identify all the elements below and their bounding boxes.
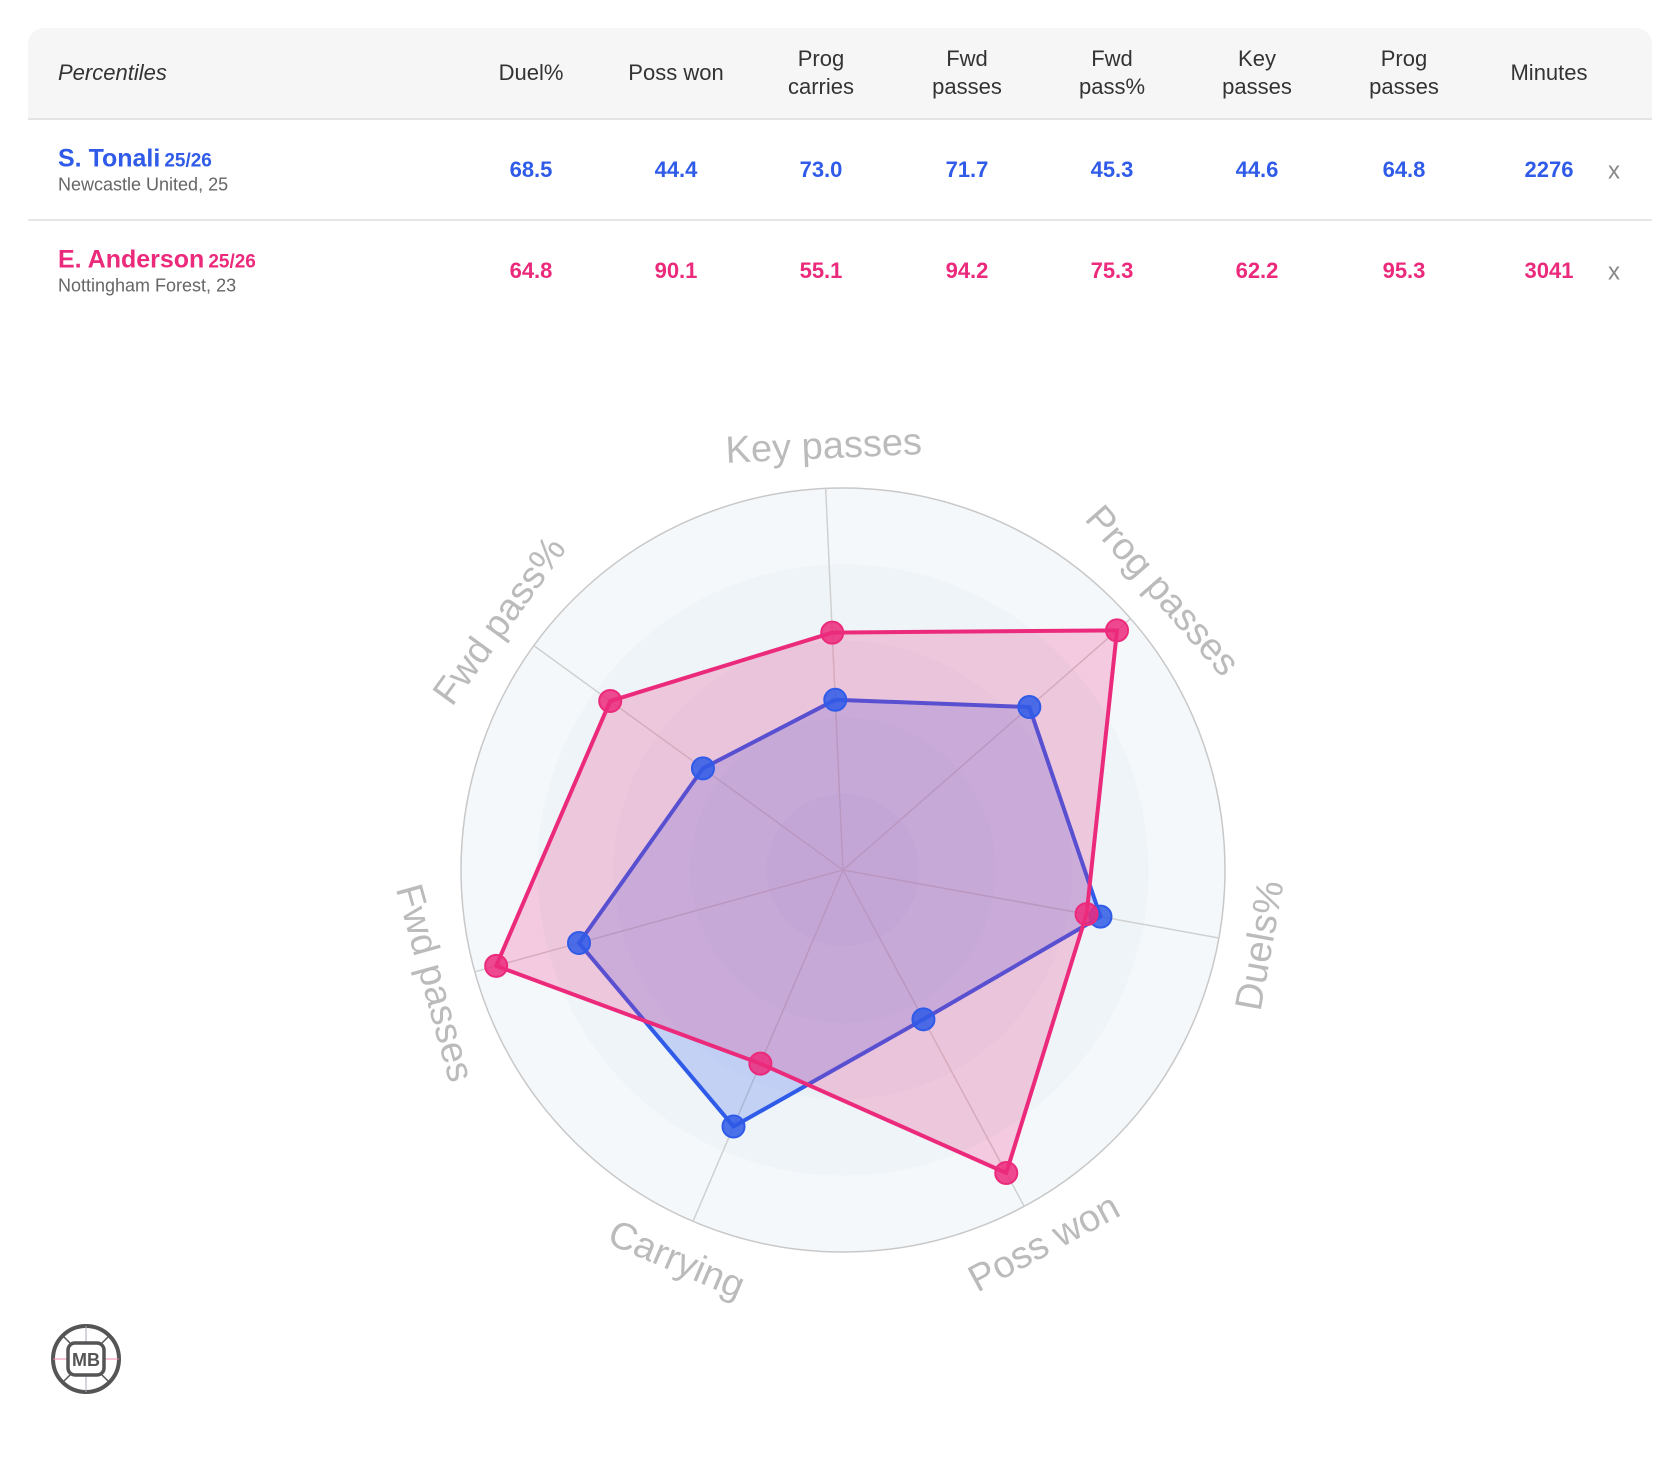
stat-value: 73.0 [799, 156, 843, 182]
stat-value: 95.3 [1382, 257, 1426, 283]
column-header[interactable]: Poss won [628, 60, 724, 85]
stat-value: 2276 [1524, 156, 1574, 182]
player-team: Newcastle United, 25 [58, 174, 229, 194]
axis-label: Key passes [725, 421, 923, 472]
player-team: Nottingham Forest, 23 [58, 275, 237, 295]
table-header: Percentiles Duel% Poss won Prog carries Fwd… [28, 28, 1652, 120]
player-name[interactable]: E. Anderson [58, 245, 205, 273]
radar-axis-line [824, 488, 844, 871]
column-header[interactable]: Minutes [1510, 60, 1588, 85]
mb-logo: MB [51, 1324, 121, 1394]
stat-value: 3041 [1524, 257, 1574, 283]
stat-value: 68.5 [509, 156, 553, 182]
player-row: S. Tonali 25/26 Newcastle United, 25 68.5… [28, 120, 1652, 221]
radar-axis-line [474, 869, 844, 973]
player-name[interactable]: S. Tonali [58, 144, 161, 172]
axis-label: Duels% [1228, 877, 1293, 1013]
data-point [1017, 695, 1042, 720]
data-point [823, 687, 848, 712]
stat-value: 64.8 [509, 257, 553, 283]
stat-value: 64.8 [1382, 156, 1426, 182]
data-point [598, 689, 623, 714]
data-point [721, 1114, 746, 1139]
player-season: 25/26 [164, 150, 212, 171]
stat-value: 94.2 [945, 257, 989, 283]
stat-value: 44.4 [654, 156, 698, 182]
column-header[interactable]: Key passes [1222, 46, 1292, 99]
player-row: E. Anderson 25/26 Nottingham Forest, 23 6… [28, 221, 1652, 320]
data-point [820, 620, 845, 645]
stat-value: 62.2 [1235, 257, 1279, 283]
series-polygon-0 [577, 697, 1103, 1129]
column-header[interactable]: Fwd pass% [1078, 46, 1146, 99]
svg-text:MB: MB [72, 1350, 100, 1370]
series-polygon-1 [494, 628, 1120, 1176]
percentiles-label: Percentiles [58, 60, 167, 85]
column-header[interactable]: Fwd passes [932, 46, 1002, 99]
data-point [994, 1161, 1019, 1186]
percentiles-table: Percentiles Duel% Poss won Prog carries Fwd… [28, 28, 1652, 320]
stat-value: 45.3 [1090, 156, 1134, 182]
column-header[interactable]: Prog carries [787, 46, 855, 99]
remove-player-button[interactable]: x [1608, 156, 1620, 184]
data-point [690, 756, 715, 781]
stat-value: 71.7 [945, 156, 989, 182]
player-season: 25/26 [208, 251, 256, 272]
column-header[interactable]: Prog passes [1369, 46, 1439, 99]
radar-axis-line [842, 869, 1220, 939]
radar-axis-line [692, 869, 844, 1222]
radar-axis-line [842, 617, 1132, 871]
stat-value: 90.1 [654, 257, 698, 283]
data-point [748, 1051, 773, 1076]
data-point [911, 1007, 936, 1032]
data-point [484, 953, 509, 978]
stat-value: 55.1 [799, 257, 843, 283]
data-point [1105, 618, 1130, 643]
radar-axis-line [842, 869, 1025, 1207]
data-point [567, 930, 592, 955]
data-point [1074, 902, 1099, 927]
radar-axis-line [533, 645, 844, 871]
column-header[interactable]: Duel% [498, 60, 564, 85]
remove-player-button[interactable]: x [1608, 257, 1620, 285]
stat-value: 75.3 [1090, 257, 1134, 283]
stat-value: 44.6 [1235, 156, 1279, 182]
